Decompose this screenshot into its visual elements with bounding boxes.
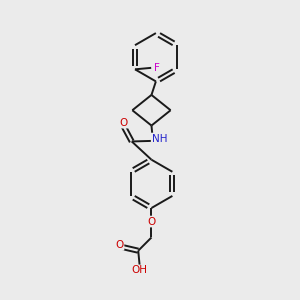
Text: O: O xyxy=(147,217,156,226)
Text: NH: NH xyxy=(152,134,167,143)
Text: O: O xyxy=(119,118,128,128)
Text: F: F xyxy=(154,63,159,73)
Text: OH: OH xyxy=(132,266,148,275)
Text: O: O xyxy=(115,240,124,250)
